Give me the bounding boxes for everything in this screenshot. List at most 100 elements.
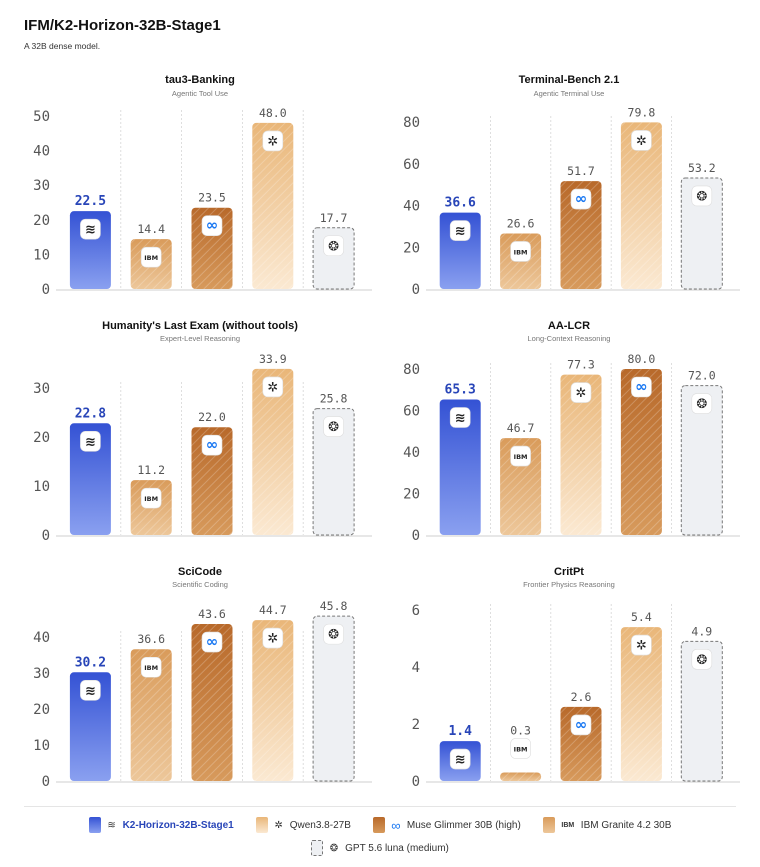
data-label: 72.0 bbox=[688, 369, 716, 383]
y-tick-label: 10 bbox=[33, 479, 50, 495]
k2-logo-icon: ≋ bbox=[85, 223, 96, 238]
y-tick-label: 2 bbox=[412, 717, 420, 733]
legend-label: IBM Granite 4.2 30B bbox=[580, 819, 672, 831]
bar-hatch bbox=[500, 772, 542, 781]
openai-logo-icon: ❂ bbox=[696, 397, 707, 412]
y-tick-label: 20 bbox=[403, 240, 420, 256]
chart-panel-5: 0 2 4 6 1.4 ≋ 0.3 IBM 2.6 ∞ 5.4 ✲ 4.9 ❂ bbox=[412, 603, 740, 790]
data-label: 53.2 bbox=[688, 161, 716, 175]
page-subtitle: A 32B dense model. bbox=[24, 41, 101, 51]
openai-logo-icon-badge bbox=[691, 185, 713, 207]
legend-item-gpt: ❂ GPT 5.6 luna (medium) bbox=[311, 840, 449, 856]
k2-logo-icon-badge bbox=[449, 220, 471, 241]
meta-logo-icon-badge bbox=[570, 714, 592, 736]
openai-logo-icon-badge bbox=[323, 235, 344, 257]
k2-logo-icon: ≋ bbox=[455, 411, 466, 426]
data-label: 30.2 bbox=[75, 655, 106, 670]
ibm-logo-icon: IBM bbox=[144, 495, 158, 503]
y-tick-label: 60 bbox=[403, 404, 420, 420]
y-tick-label: 80 bbox=[403, 362, 420, 378]
data-label: 51.7 bbox=[567, 164, 595, 178]
bar-hatch bbox=[620, 369, 662, 535]
chart-panel-2: 0 10 20 30 22.8 ≋ 11.2 IBM 22.0 ∞ 33.9 ✲ 25.8 ❂ bbox=[33, 352, 372, 544]
data-label: 22.8 bbox=[75, 406, 106, 421]
y-tick-label: 40 bbox=[33, 144, 50, 160]
y-tick-label: 10 bbox=[33, 247, 50, 263]
ibm-logo-icon-badge bbox=[140, 656, 162, 678]
k2-logo-icon-badge bbox=[80, 679, 101, 701]
data-label: 44.7 bbox=[259, 603, 287, 617]
bar-hatch bbox=[191, 624, 233, 781]
meta-logo-icon: ∞ bbox=[575, 715, 588, 733]
chart-subtitle: Scientific Coding bbox=[172, 580, 228, 589]
data-label: 77.3 bbox=[567, 358, 595, 372]
openai-logo-icon: ❂ bbox=[328, 628, 339, 643]
y-tick-label: 20 bbox=[33, 430, 50, 446]
y-tick-label: 0 bbox=[42, 774, 50, 790]
k2-logo-icon: ≋ bbox=[455, 224, 466, 239]
data-label: 46.7 bbox=[507, 421, 535, 435]
bar-hatch bbox=[130, 649, 172, 781]
bar-hatch bbox=[560, 374, 602, 535]
legend-item-ibm: IBM IBM Granite 4.2 30B bbox=[542, 817, 672, 833]
chart-title: Humanity's Last Exam (without tools) bbox=[102, 320, 298, 332]
y-tick-label: 10 bbox=[33, 738, 50, 754]
legend-label: GPT 5.6 luna (medium) bbox=[345, 842, 449, 854]
qwen-logo-icon: ✲ bbox=[636, 134, 647, 149]
k2-logo-icon: ≋ bbox=[85, 684, 96, 699]
openai-logo-icon: ❂ bbox=[696, 189, 707, 204]
ibm-logo-icon: IBM bbox=[514, 248, 528, 256]
meta-logo-icon-badge bbox=[201, 631, 223, 653]
qwen-logo-icon-badge bbox=[262, 130, 284, 152]
openai-logo-icon: ❂ bbox=[696, 653, 707, 668]
bar-gpt bbox=[312, 408, 355, 536]
ibm-logo-icon: IBM bbox=[561, 821, 575, 829]
y-tick-label: 0 bbox=[42, 282, 50, 298]
chart-subtitle: Agentic Terminal Use bbox=[533, 89, 605, 98]
legend-swatch bbox=[88, 817, 101, 833]
qwen-logo-icon: ✲ bbox=[267, 380, 278, 395]
ibm-logo-icon: IBM bbox=[144, 254, 158, 262]
legend-label: K2-Horizon-32B-Stage1 bbox=[122, 819, 234, 831]
openai-logo-icon-badge bbox=[691, 649, 713, 670]
meta-logo-icon-badge bbox=[201, 215, 223, 236]
chart-title: CritPt bbox=[554, 566, 584, 578]
chart-subtitle: Long-Context Reasoning bbox=[527, 334, 611, 343]
y-tick-label: 30 bbox=[33, 666, 50, 682]
bar-hatch bbox=[252, 620, 294, 781]
y-tick-label: 60 bbox=[403, 157, 420, 173]
chart-title: Terminal-Bench 2.1 bbox=[518, 74, 620, 86]
qwen-logo-icon-badge bbox=[570, 382, 592, 403]
chart-subtitle: Expert-Level Reasoning bbox=[159, 334, 241, 343]
meta-logo-icon-badge bbox=[570, 188, 592, 210]
y-tick-label: 30 bbox=[33, 178, 50, 194]
y-tick-label: 40 bbox=[403, 199, 420, 215]
legend-label: Qwen3.8-27B bbox=[289, 819, 351, 831]
k2-logo-icon: ≋ bbox=[85, 435, 96, 450]
data-label: 33.9 bbox=[259, 352, 287, 366]
data-label: 1.4 bbox=[448, 724, 472, 739]
y-tick-label: 0 bbox=[412, 528, 420, 544]
bar-gpt bbox=[680, 177, 723, 290]
legend-swatch bbox=[311, 840, 324, 856]
bar-hatch bbox=[500, 438, 542, 535]
chart-title: tau3-Banking bbox=[165, 74, 235, 86]
y-tick-label: 0 bbox=[412, 282, 420, 298]
bar-hatch bbox=[620, 122, 662, 289]
openai-logo-icon-badge bbox=[323, 416, 344, 437]
ibm-logo-icon-badge bbox=[510, 738, 531, 759]
y-tick-label: 30 bbox=[33, 381, 50, 397]
page-title: IFM/K2-Horizon-32B-Stage1 bbox=[24, 17, 221, 34]
k2-logo-icon: ≋ bbox=[107, 819, 116, 831]
y-tick-label: 20 bbox=[33, 702, 50, 718]
y-tick-label: 40 bbox=[403, 445, 420, 461]
chart-title: AA-LCR bbox=[547, 320, 591, 332]
y-tick-label: 6 bbox=[412, 603, 420, 619]
data-label: 22.0 bbox=[198, 410, 226, 424]
data-label: 0.3 bbox=[510, 723, 531, 737]
qwen-logo-icon: ✲ bbox=[636, 639, 647, 654]
qwen-logo-icon: ✲ bbox=[576, 386, 587, 401]
chart-panel-1: 0 20 40 60 80 36.6 ≋ 26.6 IBM 51.7 ∞ 79.8 ✲ 53.2 ❂ bbox=[403, 105, 740, 298]
chart-title: SciCode bbox=[177, 566, 222, 578]
y-tick-label: 40 bbox=[33, 630, 50, 646]
